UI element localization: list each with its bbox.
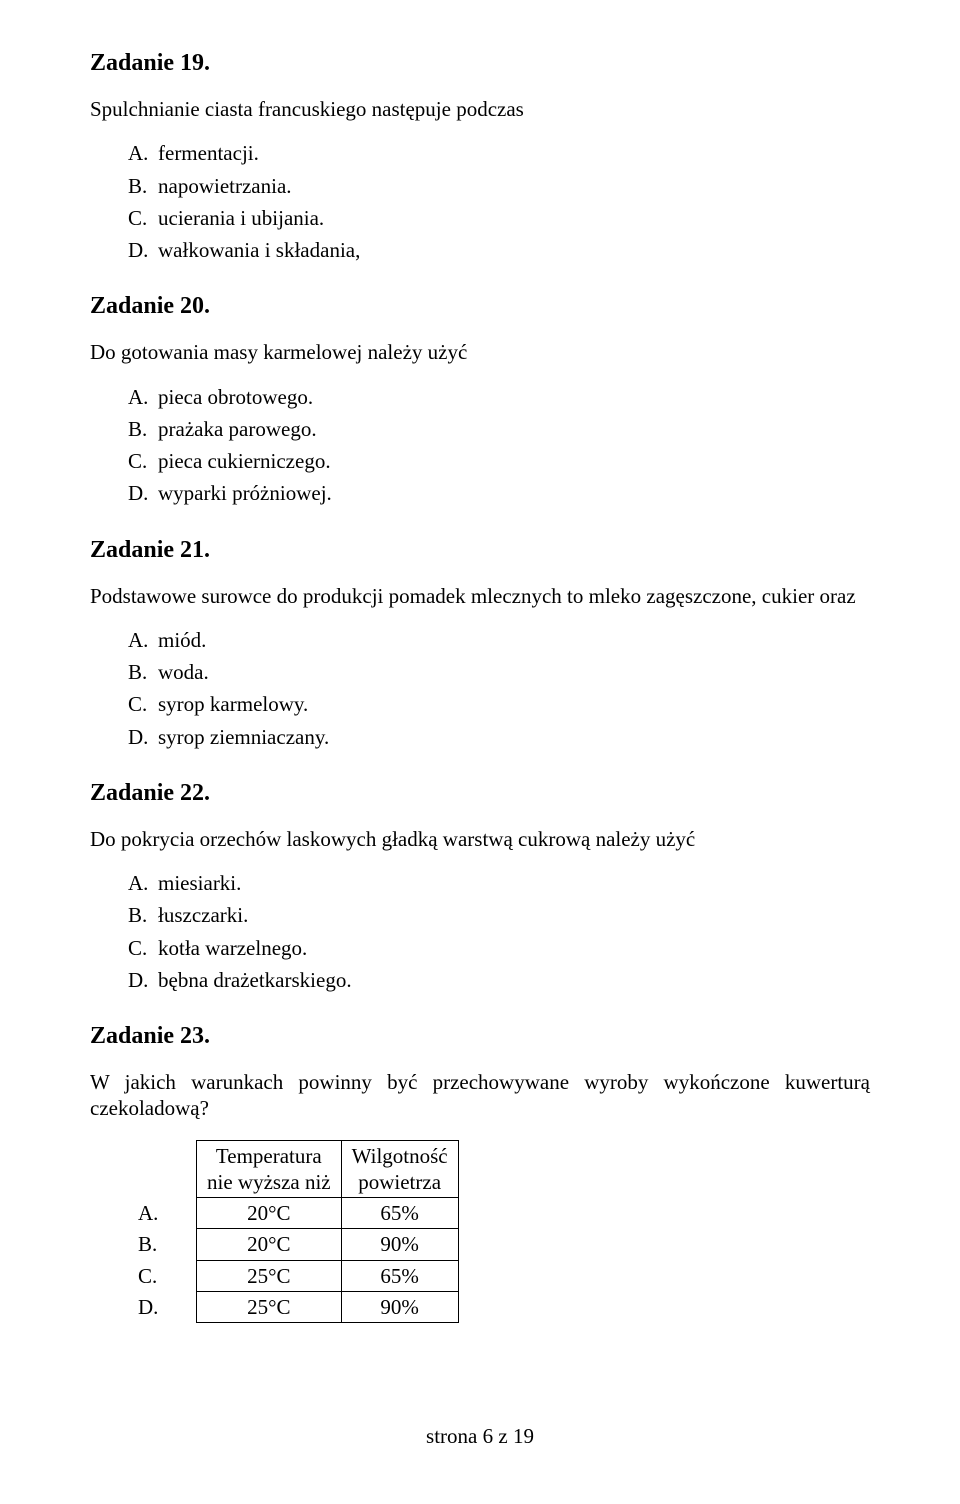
option-letter: C. [128, 205, 158, 231]
col-humidity-header: Wilgotność powietrza [341, 1140, 458, 1198]
question-22-prompt: Do pokrycia orzechów laskowych gładką wa… [90, 826, 870, 852]
header-line: Wilgotność [352, 1143, 448, 1169]
temp-cell: 20°C [197, 1198, 342, 1229]
option-b: B.woda. [128, 659, 870, 685]
question-20-options: A.pieca obrotowego. B.prażaka parowego. … [128, 384, 870, 507]
option-text: ucierania i ubijania. [158, 206, 324, 230]
option-letter: B. [128, 173, 158, 199]
table-corner [128, 1140, 197, 1198]
option-text: pieca obrotowego. [158, 385, 313, 409]
option-letter: D. [128, 967, 158, 993]
question-23-heading: Zadanie 23. [90, 1021, 870, 1051]
table-row: B. 20°C 90% [128, 1229, 458, 1260]
option-d: D.syrop ziemniaczany. [128, 724, 870, 750]
col-temperature-header: Temperatura nie wyższa niż [197, 1140, 342, 1198]
temp-cell: 25°C [197, 1260, 342, 1291]
option-c: C.ucierania i ubijania. [128, 205, 870, 231]
option-c: C.syrop karmelowy. [128, 691, 870, 717]
option-letter: C. [128, 448, 158, 474]
option-d: D.wałkowania i składania, [128, 237, 870, 263]
option-letter: A. [128, 140, 158, 166]
table-row: A. 20°C 65% [128, 1198, 458, 1229]
option-text: syrop ziemniaczany. [158, 725, 329, 749]
option-letter: B. [128, 659, 158, 685]
question-21-prompt: Podstawowe surowce do produkcji pomadek … [90, 583, 870, 609]
option-text: kotła warzelnego. [158, 936, 307, 960]
option-a: A.miód. [128, 627, 870, 653]
row-label: C. [128, 1260, 197, 1291]
option-text: miód. [158, 628, 206, 652]
option-a: A.pieca obrotowego. [128, 384, 870, 410]
option-c: C.kotła warzelnego. [128, 935, 870, 961]
row-label: D. [128, 1291, 197, 1322]
option-text: pieca cukierniczego. [158, 449, 331, 473]
question-21-heading: Zadanie 21. [90, 535, 870, 565]
option-letter: B. [128, 416, 158, 442]
option-text: napowietrzania. [158, 174, 292, 198]
question-19-prompt: Spulchnianie ciasta francuskiego następu… [90, 96, 870, 122]
option-letter: C. [128, 935, 158, 961]
option-letter: A. [128, 870, 158, 896]
question-22-heading: Zadanie 22. [90, 778, 870, 808]
option-letter: D. [128, 480, 158, 506]
option-letter: C. [128, 691, 158, 717]
header-line: Temperatura [207, 1143, 331, 1169]
option-c: C.pieca cukierniczego. [128, 448, 870, 474]
row-label: A. [128, 1198, 197, 1229]
option-a: A.fermentacji. [128, 140, 870, 166]
question-23-prompt: W jakich warunkach powinny być przechowy… [90, 1069, 870, 1122]
temp-cell: 25°C [197, 1291, 342, 1322]
hum-cell: 90% [341, 1229, 458, 1260]
option-text: bębna drażetkarskiego. [158, 968, 352, 992]
hum-cell: 90% [341, 1291, 458, 1322]
page-footer: strona 6 z 19 [90, 1423, 870, 1449]
hum-cell: 65% [341, 1198, 458, 1229]
option-letter: A. [128, 384, 158, 410]
question-19-options: A.fermentacji. B.napowietrzania. C.ucier… [128, 140, 870, 263]
hum-cell: 65% [341, 1260, 458, 1291]
question-20-heading: Zadanie 20. [90, 291, 870, 321]
header-line: nie wyższa niż [207, 1169, 331, 1195]
option-text: prażaka parowego. [158, 417, 317, 441]
question-20-prompt: Do gotowania masy karmelowej należy użyć [90, 339, 870, 365]
table-header-row: Temperatura nie wyższa niż Wilgotność po… [128, 1140, 458, 1198]
temp-cell: 20°C [197, 1229, 342, 1260]
option-d: D.wyparki próżniowej. [128, 480, 870, 506]
option-text: wałkowania i składania, [158, 238, 360, 262]
option-letter: A. [128, 627, 158, 653]
question-19-heading: Zadanie 19. [90, 48, 870, 78]
option-text: miesiarki. [158, 871, 241, 895]
option-letter: D. [128, 724, 158, 750]
option-text: wyparki próżniowej. [158, 481, 332, 505]
option-text: woda. [158, 660, 209, 684]
option-b: B.łuszczarki. [128, 902, 870, 928]
question-22-options: A.miesiarki. B.łuszczarki. C.kotła warze… [128, 870, 870, 993]
question-21-options: A.miód. B.woda. C.syrop karmelowy. D.syr… [128, 627, 870, 750]
option-text: fermentacji. [158, 141, 259, 165]
header-line: powietrza [352, 1169, 448, 1195]
table-row: C. 25°C 65% [128, 1260, 458, 1291]
option-b: B.prażaka parowego. [128, 416, 870, 442]
table-row: D. 25°C 90% [128, 1291, 458, 1322]
conditions-table: Temperatura nie wyższa niż Wilgotność po… [128, 1140, 459, 1324]
option-text: łuszczarki. [158, 903, 248, 927]
option-text: syrop karmelowy. [158, 692, 308, 716]
option-b: B.napowietrzania. [128, 173, 870, 199]
option-letter: B. [128, 902, 158, 928]
option-d: D.bębna drażetkarskiego. [128, 967, 870, 993]
option-a: A.miesiarki. [128, 870, 870, 896]
row-label: B. [128, 1229, 197, 1260]
option-letter: D. [128, 237, 158, 263]
